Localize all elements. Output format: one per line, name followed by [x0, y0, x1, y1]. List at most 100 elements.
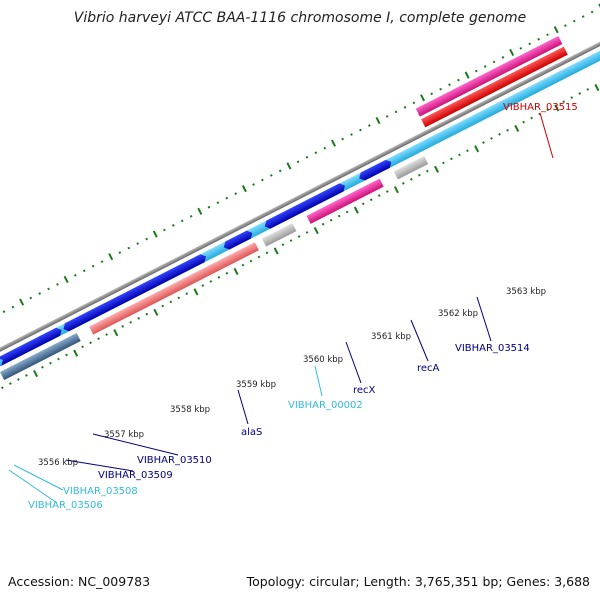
ruler-tick [9, 382, 12, 385]
map-title: Vibrio harveyi ATCC BAA-1116 chromosome … [73, 10, 527, 26]
ruler-tick [65, 353, 68, 357]
outer-tick [457, 78, 460, 82]
ruler-tick [305, 231, 309, 234]
feature-bar-red-outer[interactable] [421, 46, 568, 128]
gene-leader-line [314, 365, 323, 397]
ruler-tick [289, 239, 293, 242]
ruler-tick [49, 361, 52, 365]
outer-tick [207, 205, 211, 209]
ruler-tick [137, 316, 141, 320]
cds-dark-5[interactable] [357, 158, 393, 182]
outer-tick [528, 42, 532, 46]
outer-tick [252, 183, 255, 186]
outer-tick [269, 174, 273, 177]
outer-tick [501, 56, 505, 59]
feature-bar-pink-outer[interactable] [415, 35, 563, 117]
outer-tick [564, 24, 567, 27]
ruler-tick [329, 218, 333, 222]
outer-tick [63, 275, 69, 283]
outer-tick [572, 19, 576, 23]
ruler-tick [161, 304, 165, 308]
ruler-tick [1, 386, 4, 390]
ruler-tick [81, 345, 84, 349]
outer-tick [38, 292, 42, 295]
outer-tick [171, 224, 175, 227]
cds-dark-2[interactable] [61, 252, 208, 333]
outer-tick [330, 139, 336, 147]
gene-label[interactable]: recX [353, 385, 376, 396]
ruler-tick-label: 3562 kbp [438, 309, 478, 319]
ruler-tick [41, 365, 44, 369]
ruler-tick [361, 202, 365, 206]
outer-tick [163, 228, 166, 232]
outer-tick [152, 230, 158, 238]
outer-tick [412, 101, 416, 105]
ruler-tick [321, 222, 325, 226]
ruler-tick [145, 312, 149, 316]
cds-dark-4[interactable] [263, 182, 347, 231]
outer-tick [180, 219, 184, 223]
ruler-tick [578, 92, 582, 95]
cds-dark-3[interactable] [222, 229, 255, 252]
gene-leader-line [92, 433, 179, 456]
cds-dark-1[interactable] [0, 326, 64, 366]
gene-leader-line [237, 389, 249, 425]
outer-tick [509, 48, 515, 56]
feature-pink-inner[interactable] [306, 178, 384, 224]
feature-gray-2[interactable] [393, 155, 429, 180]
outer-tick [537, 37, 540, 41]
outer-tick [430, 92, 434, 96]
outer-tick [11, 305, 15, 309]
gene-label[interactable]: VIBHAR_03510 [137, 455, 212, 466]
ruler-tick [353, 206, 359, 214]
ruler-tick [233, 267, 239, 275]
gene-label[interactable]: recA [417, 363, 440, 374]
outer-tick [127, 246, 131, 250]
gene-label[interactable]: VIBHAR_03515 [503, 102, 578, 113]
genome-summary-text: Topology: circular; Length: 3,765,351 bp… [246, 574, 590, 589]
outer-feature-lane [415, 35, 568, 128]
gene-leader-line [345, 341, 362, 384]
outer-tick [590, 10, 594, 14]
cds-light-track[interactable] [0, 41, 600, 413]
outer-tick [448, 83, 451, 86]
accession-text: Accession: NC_009783 [8, 574, 151, 589]
outer-tick [261, 178, 264, 182]
outer-tick [546, 33, 549, 37]
gene-leader-line [410, 319, 429, 362]
feature-salmon[interactable] [89, 242, 259, 335]
ruler-tick [89, 341, 92, 345]
gene-label[interactable]: VIBHAR_03509 [98, 470, 173, 481]
feature-gray-1[interactable] [261, 223, 297, 247]
ruler-tick-labels: 3556 kbp 3557 kbp 3558 kbp 3559 kbp 3560 kbp… [38, 287, 546, 468]
ruler-tick [257, 255, 261, 259]
feature-steel[interactable] [0, 333, 81, 381]
gene-leader-line [8, 469, 58, 504]
ruler-tick [121, 325, 124, 328]
ruler-tick [25, 374, 28, 377]
ruler-tick [313, 226, 319, 235]
outer-tick [305, 155, 309, 159]
gene-label[interactable]: VIBHAR_03514 [455, 343, 530, 354]
ruler-track [1, 83, 600, 390]
ruler-tick [217, 276, 221, 279]
gene-leader-line [13, 464, 64, 491]
gene-label[interactable]: alaS [241, 427, 262, 438]
gene-label[interactable]: VIBHAR_03506 [28, 500, 103, 511]
outer-tick [286, 162, 292, 170]
ruler-tick [153, 308, 159, 316]
outer-tick [108, 253, 114, 261]
ruler-tick [17, 378, 20, 381]
ruler-tick [345, 210, 349, 214]
outer-tick [323, 146, 327, 150]
outer-tick [234, 192, 238, 195]
ruler-tick [185, 292, 189, 296]
gene-label[interactable]: VIBHAR_03508 [63, 486, 138, 497]
ruler-tick [562, 100, 566, 104]
outer-tick [56, 283, 59, 286]
outer-tick [581, 15, 585, 18]
gene-label[interactable]: VIBHAR_00002 [288, 400, 363, 411]
outer-tick [73, 273, 77, 277]
ruler-tick-label: 3559 kbp [236, 380, 276, 390]
